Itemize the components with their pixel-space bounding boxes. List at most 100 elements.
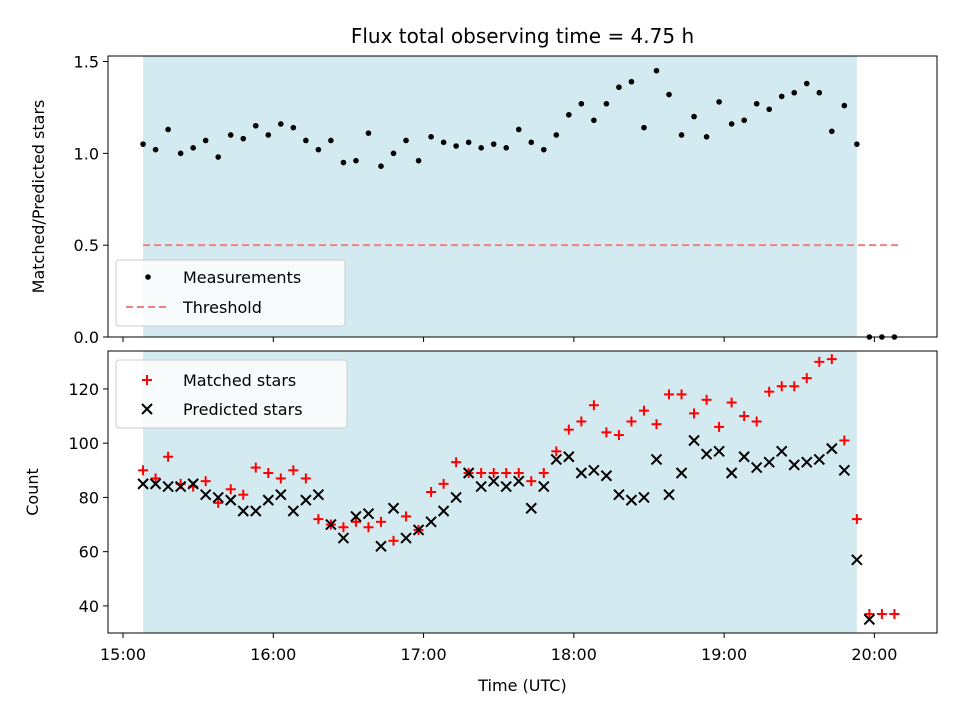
y-tick-label: 100 xyxy=(68,434,99,453)
measurement-point xyxy=(152,146,159,153)
count-legend: Matched stars Predicted stars xyxy=(115,359,348,429)
matched-stars-point xyxy=(488,468,499,479)
count-y-axis-label: Count xyxy=(23,468,42,516)
matched-stars-point xyxy=(501,468,512,479)
predicted-stars-point xyxy=(625,494,638,506)
matched-stars-point xyxy=(476,468,487,479)
measurement-point xyxy=(290,124,297,131)
matched-stars-point xyxy=(163,451,174,462)
measurement-point xyxy=(666,91,672,98)
predicted-stars-point xyxy=(187,478,199,490)
count-legend-box xyxy=(115,359,348,429)
measurement-point xyxy=(265,132,272,138)
measurement-point xyxy=(716,99,722,105)
y-tick-label: 0.0 xyxy=(74,328,99,347)
matched-stars-point xyxy=(714,421,725,432)
measurement-point xyxy=(453,143,459,149)
predicted-stars-point xyxy=(613,489,625,501)
matched-stars-point xyxy=(613,430,624,441)
legend-label-matched: Matched stars xyxy=(183,371,296,390)
y-tick-label: 1.0 xyxy=(74,144,99,163)
measurement-point xyxy=(653,67,660,74)
predicted-stars-point xyxy=(776,445,788,458)
matched-stars-point xyxy=(551,446,562,457)
matched-stars-point xyxy=(238,489,249,500)
matched-stars-point xyxy=(576,416,587,427)
measurement-point xyxy=(465,139,472,146)
matched-stars-point xyxy=(513,468,524,479)
measurement-point xyxy=(478,145,484,151)
matched-stars-point xyxy=(601,427,612,438)
matched-stars-point xyxy=(213,497,224,508)
matched-stars-point xyxy=(263,468,274,479)
predicted-stars-point xyxy=(688,434,700,447)
matched-stars-point xyxy=(250,462,261,473)
matched-stars-point xyxy=(200,476,211,487)
matched-stars-point xyxy=(526,476,537,487)
predicted-stars-point xyxy=(225,494,237,506)
matched-stars-point xyxy=(876,609,887,620)
measurement-point xyxy=(403,137,409,144)
predicted-stars-point xyxy=(826,442,838,455)
matched-stars-point xyxy=(150,473,161,484)
predicted-stars-point xyxy=(600,470,613,482)
predicted-stars-point xyxy=(513,475,525,487)
ratio-y-axis-label: Matched/Predicted stars xyxy=(29,100,48,294)
matched-stars-point xyxy=(338,522,349,533)
x-tick-label: 20:00 xyxy=(851,645,897,664)
matched-stars-point xyxy=(739,411,750,422)
predicted-stars-point xyxy=(237,505,249,517)
matched-stars-point xyxy=(676,389,687,400)
measurement-point xyxy=(553,132,560,138)
measurement-point xyxy=(365,130,372,136)
count-x-ticks: 15:00 16:00 17:00 18:00 19:00 20:00 xyxy=(100,633,897,664)
matched-stars-point xyxy=(814,356,825,367)
legend-marker-predicted xyxy=(141,403,153,415)
count-panel-frame xyxy=(107,350,938,634)
legend-label-predicted: Predicted stars xyxy=(183,400,303,419)
measurement-point xyxy=(578,100,585,107)
matched-stars-point xyxy=(764,386,775,397)
predicted-stars-points xyxy=(137,434,876,626)
matched-stars-point xyxy=(438,478,449,489)
matched-stars-point xyxy=(851,514,862,525)
matched-stars-points xyxy=(138,354,900,620)
matched-stars-point xyxy=(889,609,900,620)
measurement-point xyxy=(215,154,221,160)
measurement-point xyxy=(278,121,284,127)
matched-stars-point xyxy=(363,522,374,533)
count-y-ticks: 40 60 80 100 120 xyxy=(68,380,108,616)
predicted-stars-point xyxy=(287,505,300,517)
predicted-stars-point xyxy=(450,491,462,504)
measurement-point xyxy=(591,117,597,124)
predicted-stars-point xyxy=(362,507,375,520)
predicted-stars-point xyxy=(425,516,437,528)
predicted-stars-point xyxy=(437,505,450,517)
matched-stars-point xyxy=(638,405,649,416)
predicted-stars-point xyxy=(312,489,325,501)
predicted-stars-point xyxy=(638,491,650,504)
x-tick-label: 18:00 xyxy=(551,645,597,664)
measurement-point xyxy=(328,137,334,144)
count-panel: 40 60 80 100 120 15:00 16:00 17:00 18:00 19:00 20… xyxy=(23,350,938,695)
predicted-stars-point xyxy=(725,467,738,479)
measurement-point xyxy=(303,137,309,144)
measurement-point xyxy=(490,141,497,147)
measurement-point xyxy=(177,150,184,157)
measurement-point xyxy=(691,113,697,120)
matched-stars-point xyxy=(300,473,311,484)
predicted-stars-point xyxy=(400,532,412,544)
predicted-stars-point xyxy=(700,448,713,460)
measurement-point xyxy=(616,84,622,91)
ratio-panel-frame xyxy=(107,55,938,338)
ratio-x-ticks xyxy=(122,337,875,342)
measurement-point xyxy=(240,135,247,142)
y-tick-label: 120 xyxy=(68,380,99,399)
measurement-point xyxy=(515,126,522,133)
y-tick-label: 1.5 xyxy=(74,53,99,72)
measurement-point xyxy=(252,122,259,129)
measurement-points xyxy=(140,67,898,340)
measurement-point xyxy=(503,145,510,151)
matched-stars-point xyxy=(275,473,286,484)
predicted-stars-point xyxy=(563,451,575,463)
